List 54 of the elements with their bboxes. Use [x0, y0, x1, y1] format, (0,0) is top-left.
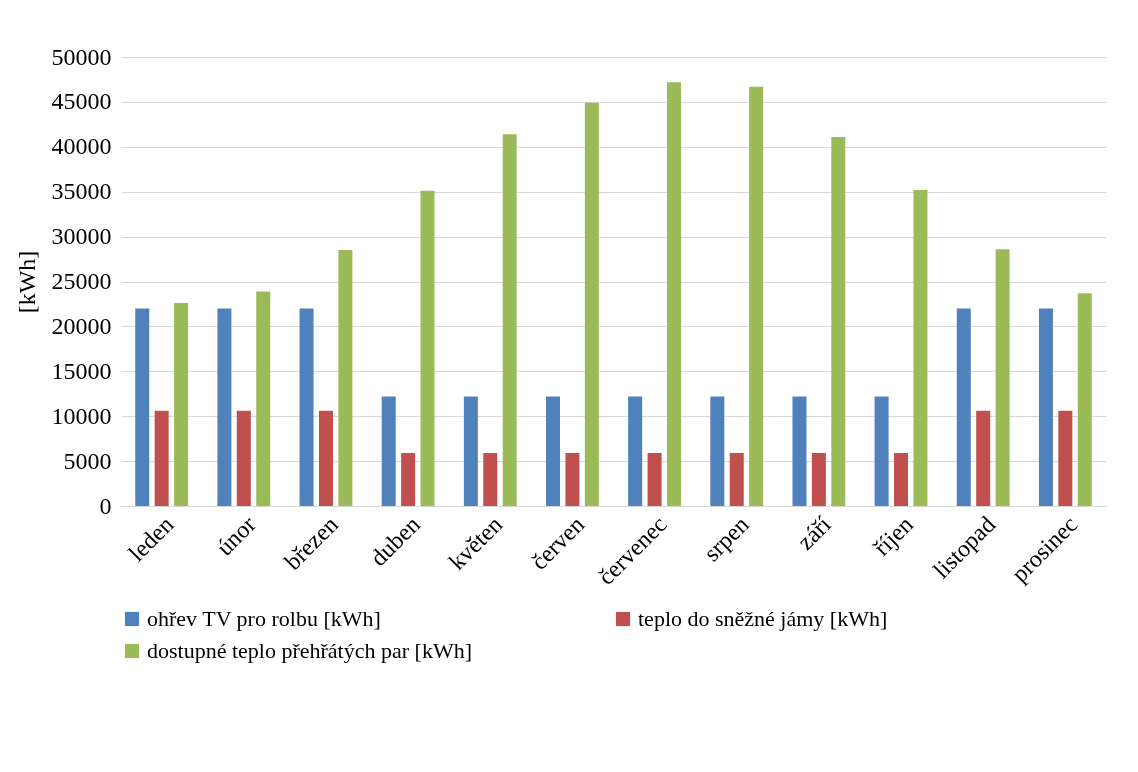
bar	[217, 308, 232, 506]
bar	[729, 453, 744, 506]
bar	[154, 410, 169, 506]
bar	[565, 453, 580, 506]
bar	[502, 134, 517, 506]
bar	[749, 86, 764, 506]
bar	[381, 396, 396, 506]
bar	[1038, 308, 1053, 506]
x-tick-label: říjen	[868, 511, 918, 561]
bar	[236, 410, 251, 506]
x-tick-label: únor	[211, 511, 261, 561]
bar	[463, 396, 478, 506]
bar	[995, 249, 1010, 506]
bar	[299, 308, 314, 506]
bar	[811, 453, 826, 506]
legend-label: ohřev TV pro rolbu [kWh]	[147, 606, 381, 631]
bar	[174, 303, 189, 506]
x-tick-label: září	[792, 510, 837, 555]
bar	[647, 453, 662, 506]
bar	[831, 136, 846, 506]
bar	[1077, 293, 1092, 506]
bar	[913, 189, 928, 506]
bar	[894, 453, 909, 506]
bar	[483, 453, 498, 506]
y-tick-label: 5000	[63, 447, 112, 474]
bar	[135, 308, 150, 506]
legend-label: teplo do sněžné jámy [kWh]	[638, 606, 888, 631]
y-tick-label: 45000	[51, 88, 112, 115]
bar	[1058, 410, 1073, 506]
bar	[401, 453, 416, 506]
y-tick-label: 10000	[51, 402, 112, 429]
y-tick-label: 50000	[51, 43, 112, 70]
legend-label: dostupné teplo přehřátých par [kWh]	[147, 638, 472, 663]
y-tick-label: 30000	[51, 223, 112, 250]
bar	[338, 250, 353, 506]
bar	[666, 82, 681, 506]
y-tick-label: 15000	[51, 357, 112, 384]
bar	[874, 396, 889, 506]
y-tick-label: 20000	[51, 312, 112, 339]
y-axis-title: [kWh]	[13, 250, 40, 314]
y-tick-label: 0	[99, 492, 112, 519]
y-tick-label: 25000	[51, 268, 112, 294]
bar	[792, 396, 807, 506]
bar	[256, 291, 271, 506]
bar	[318, 410, 333, 506]
y-tick-label: 40000	[51, 133, 112, 160]
y-tick-label: 35000	[51, 178, 112, 205]
bar	[628, 396, 643, 506]
bar	[710, 396, 725, 506]
bar	[976, 410, 991, 506]
bar	[420, 190, 435, 506]
bar	[956, 308, 971, 506]
bar	[584, 102, 599, 506]
bar	[546, 396, 561, 506]
